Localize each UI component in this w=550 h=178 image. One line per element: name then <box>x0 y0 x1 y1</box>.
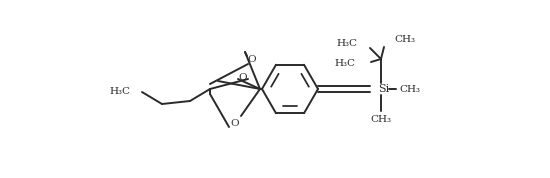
Text: O: O <box>239 72 248 82</box>
Text: H₃C: H₃C <box>109 88 130 96</box>
Text: O: O <box>248 54 256 64</box>
Text: CH₃: CH₃ <box>394 35 415 43</box>
Text: CH₃: CH₃ <box>399 85 421 93</box>
Text: Si: Si <box>378 84 389 94</box>
Text: H₃C: H₃C <box>336 38 357 48</box>
Text: H₃C: H₃C <box>334 59 355 69</box>
Text: O: O <box>230 119 239 129</box>
Text: CH₃: CH₃ <box>371 114 392 124</box>
